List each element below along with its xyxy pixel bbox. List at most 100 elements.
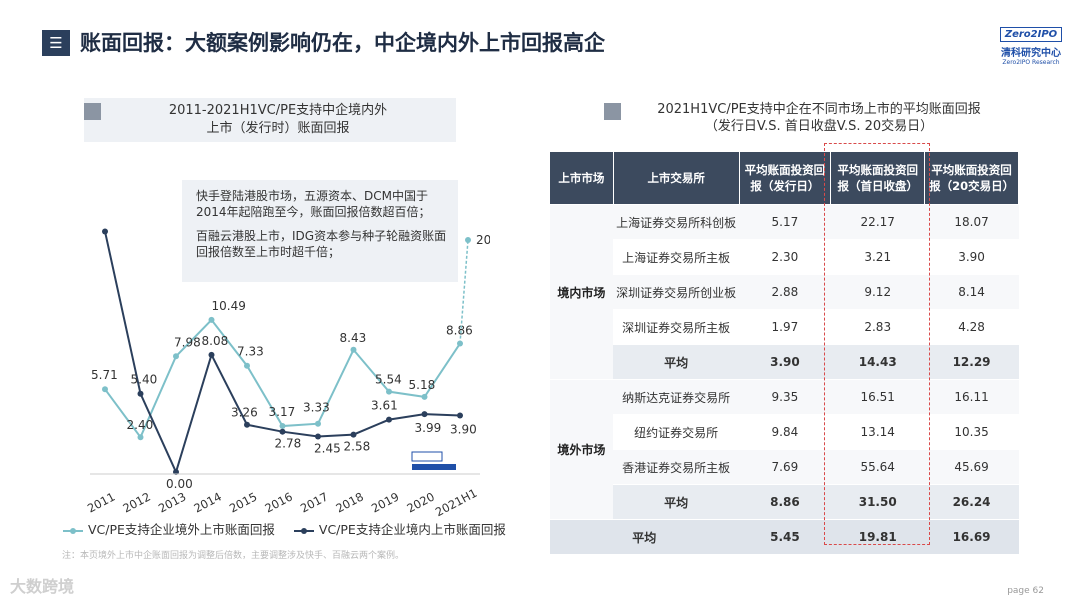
page-title: 账面回报：大额案例影响仍在，中企境内外上市回报高企 xyxy=(80,31,605,55)
data-label: 0.00 xyxy=(166,477,193,491)
cell-v3: 18.07 xyxy=(924,204,1019,240)
cell-exchange: 香港证券交易所主板 xyxy=(613,449,740,485)
legend-line-domestic-icon xyxy=(293,527,314,534)
legend-line-overseas-icon xyxy=(63,527,83,534)
data-label: 8.08 xyxy=(202,334,229,348)
cell-exchange: 纳斯达克证券交易所 xyxy=(613,379,740,415)
cell-v1: 2.88 xyxy=(739,274,831,310)
data-label: 5.40 xyxy=(131,373,158,387)
section-square-icon xyxy=(604,103,621,120)
data-point xyxy=(350,346,357,353)
cell-v1: 8.86 xyxy=(739,484,831,520)
data-label: 3.33 xyxy=(303,401,330,415)
page-number: page 62 xyxy=(1007,586,1044,596)
legend-item-domestic: VC/PE支持企业境内上市账面回报 xyxy=(293,519,506,538)
data-label: 16.59 xyxy=(85,220,119,222)
data-label: 7.98 xyxy=(174,335,201,349)
cell-v1: 9.35 xyxy=(739,379,831,415)
zero2ipo-logo: Zero2IPO 清科研究中心 Zero2IPO Research xyxy=(996,22,1066,66)
cell-v2: 9.12 xyxy=(830,274,925,310)
data-point xyxy=(208,351,215,358)
table-row: 纽约证券交易所 9.84 13.14 10.35 xyxy=(550,414,1019,450)
table-row: 香港证券交易所主板 7.69 55.64 45.69 xyxy=(550,449,1019,485)
data-label: 3.26 xyxy=(231,406,258,420)
data-point xyxy=(315,433,321,440)
data-label: 3.61 xyxy=(371,399,398,413)
cell-v3: 16.11 xyxy=(924,379,1019,415)
cell-exchange: 纽约证券交易所 xyxy=(613,414,740,450)
logo-cn-text: 清科研究中心 xyxy=(1001,48,1061,59)
table-row: 上海证券交易所主板 2.30 3.21 3.90 xyxy=(550,239,1019,275)
market-overseas: 境外市场 xyxy=(549,379,614,520)
data-point xyxy=(386,388,392,395)
data-point xyxy=(102,386,108,393)
x-tick-label: 2012 xyxy=(120,489,152,515)
x-tick-label: 2013 xyxy=(156,489,188,515)
cell-v1: 2.30 xyxy=(739,239,831,275)
data-point xyxy=(350,431,357,438)
series-line-0 xyxy=(104,318,461,440)
note-bairong: 百融云港股上市，IDG资本参与种子轮融资账面回报倍数至上市时超千倍； xyxy=(196,229,447,259)
cell-v2: 22.17 xyxy=(830,204,925,240)
extreme-connector xyxy=(459,239,469,344)
data-label: 5.71 xyxy=(91,368,118,382)
data-label: 2.45 xyxy=(314,441,341,455)
col-header-20-days: 平均账面投资回报（20交易日） xyxy=(924,151,1019,205)
cell-v1: 9.84 xyxy=(739,414,831,450)
table-row: 深圳证券交易所创业板 2.88 9.12 8.14 xyxy=(550,274,1019,310)
data-label: 5.54 xyxy=(375,373,402,387)
extreme-label: 20x xyxy=(476,233,490,247)
data-point xyxy=(421,411,428,418)
data-label: 5.18 xyxy=(409,378,436,392)
x-tick-label: 2015 xyxy=(227,489,259,515)
data-point xyxy=(279,423,286,430)
x-tick-label: 2020 xyxy=(404,489,436,515)
x-tick-label: 2018 xyxy=(333,489,365,515)
right-title-line1: 2021H1VC/PE支持中企在不同市场上市的平均账面回报 xyxy=(657,102,981,117)
cell-total-label: 平均 xyxy=(549,519,740,555)
return-table: 上市市场 上市交易所 平均账面投资回报（发行日） 平均账面投资回报（首日收盘） … xyxy=(549,151,1019,555)
chart-footnote: 注：本页境外上市中企账面回报为调整后倍数，主要调整涉及快手、百融云两个案例。 xyxy=(62,551,405,561)
cell-exchange: 上海证券交易所科创板 xyxy=(613,204,740,240)
data-point xyxy=(173,353,179,360)
data-point xyxy=(457,412,463,419)
data-point xyxy=(137,434,144,441)
data-label: 3.99 xyxy=(415,421,442,435)
cell-avg-label: 平均 xyxy=(613,344,740,380)
data-point xyxy=(421,393,428,400)
data-point xyxy=(315,420,321,427)
col-header-first-close: 平均账面投资回报（首日收盘） xyxy=(830,151,926,205)
section-square-icon xyxy=(84,103,101,120)
cell-exchange: 深圳证券交易所主板 xyxy=(613,309,740,345)
data-label: 10.49 xyxy=(212,299,246,313)
chart-legend: VC/PE支持企业境外上市账面回报 VC/PE支持企业境内上市账面回报 xyxy=(62,519,520,538)
table-row: 深圳证券交易所主板 1.97 2.83 4.28 xyxy=(550,309,1019,345)
cell-v2: 3.21 xyxy=(830,239,925,275)
cell-v3: 45.69 xyxy=(924,449,1019,485)
data-label: 8.43 xyxy=(340,331,367,345)
cell-v3: 26.24 xyxy=(924,484,1019,520)
data-point xyxy=(102,228,108,235)
cell-v1: 5.45 xyxy=(739,519,831,555)
cell-v2: 55.64 xyxy=(830,449,925,485)
cell-v3: 16.69 xyxy=(924,519,1019,555)
cell-v1: 1.97 xyxy=(739,309,831,345)
legend-item-overseas: VC/PE支持企业境外上市账面回报 xyxy=(62,519,275,538)
x-tick-label: 2019 xyxy=(369,489,401,515)
chart-watermark-logo xyxy=(411,451,456,470)
menu-icon: ☰ xyxy=(42,30,70,56)
col-header-market: 上市市场 xyxy=(549,151,614,205)
left-title-line1: 2011-2021H1VC/PE支持中企境内外 xyxy=(168,103,388,118)
table-row-average-total: 平均 5.45 19.81 16.69 xyxy=(549,519,1019,555)
cell-v2: 2.83 xyxy=(830,309,925,345)
cell-v2: 19.81 xyxy=(830,519,925,555)
x-tick-label: 2017 xyxy=(298,489,330,515)
cell-v1: 5.17 xyxy=(739,204,831,240)
left-title-line2: 上市（发行时）账面回报 xyxy=(206,121,350,136)
logo-en-text: Zero2IPO Research xyxy=(1002,59,1060,66)
cell-v1: 7.69 xyxy=(739,449,831,485)
line-chart: 5.71 2.40 7.98 10.49 7.33 3.17 3.33 8.43 5.54 5.1… xyxy=(85,220,490,519)
note-kuaishou: 快手登陆港股市场，五源资本、DCM中国于2014年起陪跑至今，账面回报倍数超百倍… xyxy=(196,189,431,219)
cell-avg-label: 平均 xyxy=(613,484,740,520)
data-label: 2.58 xyxy=(344,440,371,454)
